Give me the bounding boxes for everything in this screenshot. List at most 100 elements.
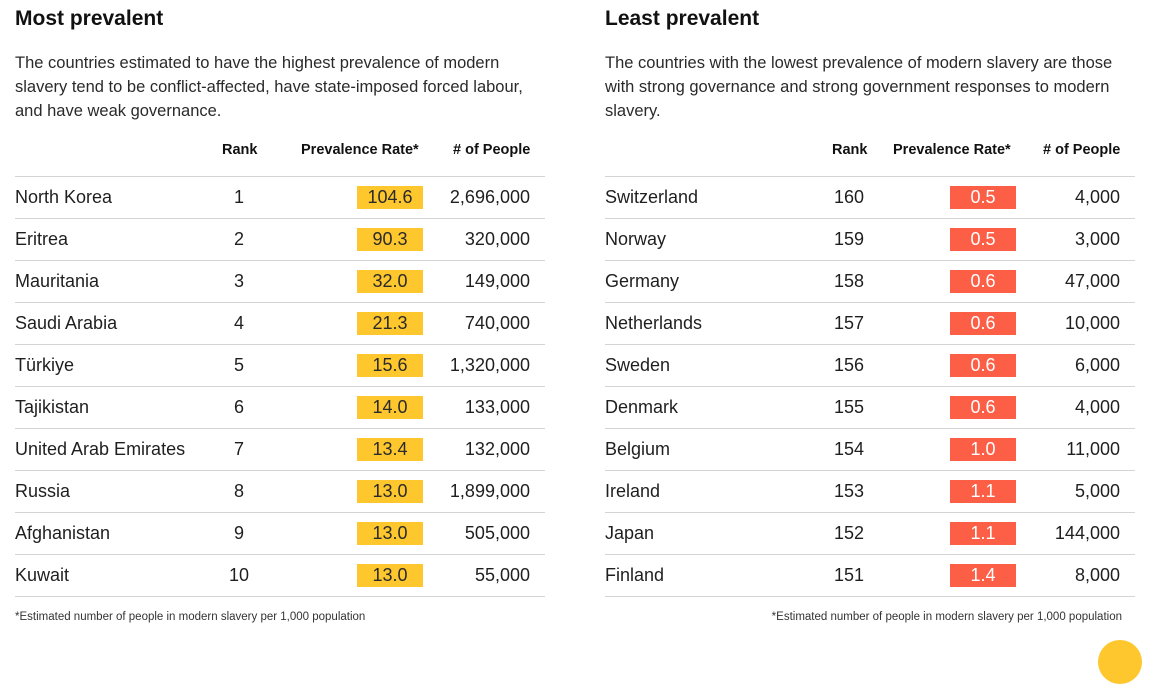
prevalence-rate-badge: 0.5	[950, 186, 1016, 209]
people-count-cell: 11,000	[1066, 439, 1120, 459]
column-header-rank: Rank	[832, 142, 868, 158]
prevalence-rate-badge: 0.6	[950, 396, 1016, 419]
country-cell: Norway	[605, 229, 667, 249]
table-row: Russia 8 13.0 1,899,000	[15, 471, 545, 513]
rank-cell: 9	[233, 523, 244, 543]
table-row: United Arab Emirates 7 13.4 132,000	[15, 429, 545, 471]
prevalence-rate-badge: 13.0	[357, 522, 423, 545]
country-cell: Ireland	[605, 481, 661, 501]
country-cell: Finland	[605, 565, 665, 585]
people-count-cell: 133,000	[464, 397, 530, 417]
rank-cell: 153	[833, 481, 865, 501]
table-row: Norway 159 0.5 3,000	[605, 219, 1135, 261]
people-count-cell: 10,000	[1064, 313, 1120, 333]
table-row: Mauritania 3 32.0 149,000	[15, 261, 545, 303]
rank-cell: 152	[833, 523, 865, 543]
people-count-cell: 1,320,000	[449, 355, 530, 375]
people-count-cell: 149,000	[464, 271, 530, 291]
table-row: Eritrea 2 90.3 320,000	[15, 219, 545, 261]
people-count-cell: 1,899,000	[449, 481, 530, 501]
prevalence-rate-badge: 1.0	[950, 438, 1016, 461]
table-row: Kuwait 10 13.0 55,000	[15, 555, 545, 597]
prevalence-rate-badge: 14.0	[357, 396, 423, 419]
rank-cell: 157	[833, 313, 865, 333]
country-cell: Eritrea	[15, 229, 69, 249]
rank-cell: 151	[833, 565, 865, 585]
footnote: *Estimated number of people in modern sl…	[771, 611, 1122, 623]
country-cell: Germany	[605, 271, 680, 291]
table-row: Belgium 154 1.0 11,000	[605, 429, 1135, 471]
prevalence-rate-badge: 0.6	[950, 312, 1016, 335]
column-header-prevalence-rate: Prevalence Rate*	[893, 142, 1011, 158]
prevalence-rate-badge: 13.0	[357, 564, 423, 587]
people-count-cell: 47,000	[1064, 271, 1120, 291]
country-cell: Türkiye	[15, 355, 75, 375]
table-row: Japan 152 1.1 144,000	[605, 513, 1135, 555]
prevalence-rate-badge: 0.6	[950, 354, 1016, 377]
prevalence-rate-badge: 15.6	[357, 354, 423, 377]
table-divider	[15, 176, 545, 177]
rank-cell: 7	[233, 439, 244, 459]
table-row: Denmark 155 0.6 4,000	[605, 387, 1135, 429]
rank-cell: 8	[233, 481, 244, 501]
people-count-cell: 505,000	[464, 523, 530, 543]
table-row: North Korea 1 104.6 2,696,000	[15, 177, 545, 219]
table-row: Tajikistan 6 14.0 133,000	[15, 387, 545, 429]
people-count-cell: 3,000	[1074, 229, 1120, 249]
prevalence-rate-badge: 32.0	[357, 270, 423, 293]
rank-cell: 1	[233, 187, 244, 207]
table-row: Netherlands 157 0.6 10,000	[605, 303, 1135, 345]
prevalence-rate-badge: 13.0	[357, 480, 423, 503]
country-cell: United Arab Emirates	[15, 439, 186, 459]
prevalence-rate-badge: 0.5	[950, 228, 1016, 251]
country-cell: North Korea	[15, 187, 113, 207]
rank-cell: 158	[833, 271, 865, 291]
people-count-cell: 6,000	[1074, 355, 1120, 375]
people-count-cell: 5,000	[1074, 481, 1120, 501]
people-count-cell: 740,000	[464, 313, 530, 333]
table-row: Finland 151 1.4 8,000	[605, 555, 1135, 597]
country-cell: Russia	[15, 481, 71, 501]
prevalence-rate-badge: 1.1	[950, 480, 1016, 503]
people-count-cell: 144,000	[1054, 523, 1120, 543]
table-row: Germany 158 0.6 47,000	[605, 261, 1135, 303]
people-count-cell: 4,000	[1074, 397, 1120, 417]
table-row: Türkiye 5 15.6 1,320,000	[15, 345, 545, 387]
country-cell: Japan	[605, 523, 655, 543]
table-divider	[605, 176, 1135, 177]
column-header-people: # of People	[1043, 142, 1121, 158]
country-cell: Saudi Arabia	[15, 313, 118, 333]
table-row: Ireland 153 1.1 5,000	[605, 471, 1135, 513]
table-row: Switzerland 160 0.5 4,000	[605, 177, 1135, 219]
table-row: Saudi Arabia 4 21.3 740,000	[15, 303, 545, 345]
column-header-rank: Rank	[222, 142, 258, 158]
column-header-prevalence-rate: Prevalence Rate*	[301, 142, 419, 158]
rank-cell: 156	[833, 355, 865, 375]
prevalence-rate-badge: 1.4	[950, 564, 1016, 587]
panel-title: Most prevalent	[15, 7, 164, 30]
country-cell: Tajikistan	[15, 397, 90, 417]
country-cell: Switzerland	[605, 187, 699, 207]
country-cell: Denmark	[605, 397, 679, 417]
column-header-people: # of People	[453, 142, 531, 158]
prevalence-rate-badge: 90.3	[357, 228, 423, 251]
people-count-cell: 132,000	[464, 439, 530, 459]
rank-cell: 154	[833, 439, 865, 459]
footnote: *Estimated number of people in modern sl…	[15, 611, 366, 623]
people-count-cell: 320,000	[464, 229, 530, 249]
ranking-table: North Korea 1 104.6 2,696,000 Eritrea 2 90.3 32…	[15, 177, 545, 597]
prevalence-rate-badge: 21.3	[357, 312, 423, 335]
people-count-cell: 4,000	[1074, 187, 1120, 207]
table-row: Afghanistan 9 13.0 505,000	[15, 513, 545, 555]
country-cell: Netherlands	[605, 313, 703, 333]
rank-cell: 155	[833, 397, 865, 417]
rank-cell: 6	[233, 397, 244, 417]
panel-description: The countries with the lowest prevalence…	[605, 54, 1113, 120]
rank-cell: 10	[228, 565, 250, 585]
people-count-cell: 2,696,000	[449, 187, 530, 207]
country-cell: Kuwait	[15, 565, 70, 585]
people-count-cell: 55,000	[474, 565, 530, 585]
panel-description: The countries estimated to have the high…	[15, 54, 523, 120]
rank-cell: 4	[233, 313, 244, 333]
table-row: Sweden 156 0.6 6,000	[605, 345, 1135, 387]
